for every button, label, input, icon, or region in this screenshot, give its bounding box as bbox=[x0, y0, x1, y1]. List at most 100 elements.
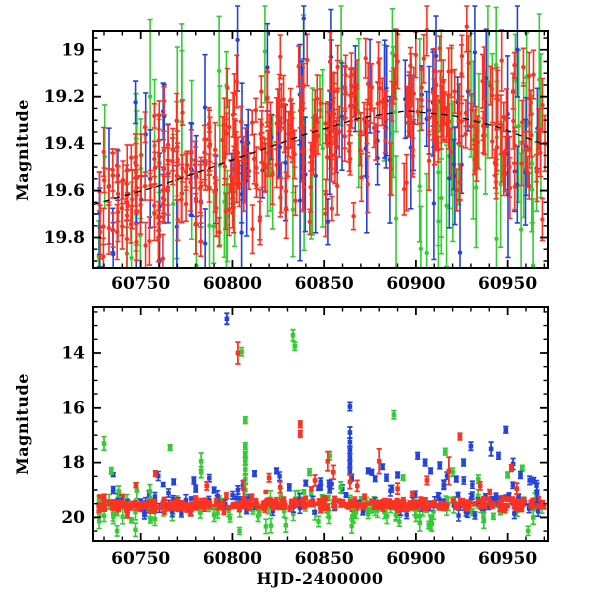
flare-point bbox=[325, 450, 331, 472]
flare-point bbox=[350, 508, 357, 524]
flare-point bbox=[204, 480, 210, 491]
flare-point bbox=[338, 480, 344, 494]
flare-point bbox=[297, 429, 303, 439]
flare-point bbox=[330, 464, 336, 480]
flare-point bbox=[442, 447, 448, 456]
flare-point bbox=[211, 486, 217, 494]
y-tick-label: 20 bbox=[61, 508, 85, 528]
flare-point bbox=[527, 475, 533, 486]
flare-point bbox=[517, 470, 524, 480]
flare-point bbox=[347, 437, 353, 448]
flare-point bbox=[211, 506, 217, 523]
flare-point bbox=[286, 483, 292, 492]
flare-point bbox=[505, 471, 511, 479]
flare-point bbox=[290, 328, 296, 342]
trend-line bbox=[92, 110, 549, 206]
minor-ticks bbox=[93, 31, 548, 268]
flare-point bbox=[255, 509, 261, 523]
minor-ticks bbox=[93, 307, 548, 541]
y-tick-label: 19 bbox=[61, 40, 85, 60]
flare-point bbox=[242, 450, 248, 459]
flare-point bbox=[347, 401, 353, 412]
flare-point bbox=[376, 448, 382, 475]
flare-point bbox=[292, 341, 298, 352]
flare-point bbox=[266, 472, 272, 483]
y-tick-label: 19.8 bbox=[44, 228, 85, 248]
flare-point bbox=[108, 466, 114, 475]
flare-point bbox=[193, 484, 199, 493]
flare-point bbox=[514, 482, 520, 495]
outliers-green bbox=[101, 328, 536, 530]
x-tick-label: 60800 bbox=[203, 274, 262, 294]
x-tick-label: 60950 bbox=[478, 274, 537, 294]
x-tick-label: 60900 bbox=[386, 274, 445, 294]
flare-point bbox=[354, 479, 360, 493]
flare-point bbox=[347, 426, 353, 439]
flare-point bbox=[477, 480, 483, 491]
flare-point bbox=[306, 468, 313, 477]
flare-point bbox=[242, 457, 248, 466]
flare-point bbox=[235, 341, 241, 365]
flare-point bbox=[391, 409, 397, 420]
x-tick-label: 60750 bbox=[111, 549, 170, 569]
flare-point bbox=[297, 420, 303, 429]
flare-point bbox=[242, 442, 248, 451]
plot-layers: 19 19.2 19.4 19.6 19.8 60750 60800 60850 60900 60… bbox=[44, 5, 549, 569]
flare-point bbox=[116, 485, 122, 498]
panel-full: 14 16 18 20 60750 60800 60850 60900 60950 bbox=[61, 306, 549, 569]
flare-point bbox=[495, 451, 502, 460]
flare-point bbox=[317, 483, 324, 491]
flare-point bbox=[422, 458, 428, 467]
panel-zoomed: 19 19.2 19.4 19.6 19.8 60750 60800 60850 60900 60… bbox=[44, 5, 549, 294]
y-tick-label: 19.2 bbox=[44, 87, 85, 107]
flare-point bbox=[242, 464, 248, 475]
flare-point bbox=[400, 474, 406, 482]
flare-point bbox=[347, 474, 353, 490]
x-tick-label: 60750 bbox=[111, 274, 170, 294]
flare-point bbox=[519, 464, 525, 472]
major-ticks bbox=[93, 31, 548, 268]
flare-point bbox=[347, 446, 353, 455]
flare-point bbox=[347, 459, 353, 469]
flare-point bbox=[461, 458, 467, 467]
top-panel-ylabel: Magnitude bbox=[13, 99, 32, 201]
flare-point bbox=[468, 441, 474, 452]
y-tick-label: 16 bbox=[61, 398, 85, 418]
flare-point bbox=[395, 482, 401, 495]
outliers-red bbox=[152, 341, 520, 498]
flare-point bbox=[415, 451, 421, 460]
flare-point bbox=[171, 478, 177, 486]
panel-frame bbox=[92, 306, 549, 542]
flare-point bbox=[369, 468, 375, 476]
series-red bbox=[97, 5, 548, 269]
flare-point bbox=[110, 485, 116, 495]
flare-point bbox=[424, 475, 430, 486]
flare-point bbox=[167, 443, 173, 452]
flare-point bbox=[191, 476, 197, 485]
panel-frame bbox=[92, 30, 549, 269]
flare-point bbox=[437, 461, 443, 470]
flare-point bbox=[240, 479, 246, 498]
flare-point bbox=[224, 312, 230, 326]
flare-point bbox=[428, 467, 434, 475]
flare-point bbox=[446, 456, 452, 486]
x-tick-label: 60850 bbox=[295, 274, 354, 294]
outliers-blue bbox=[110, 312, 540, 520]
flare-point bbox=[457, 432, 463, 441]
y-tick-label: 18 bbox=[61, 453, 85, 473]
x-tick-label: 60800 bbox=[203, 549, 262, 569]
flare-point bbox=[198, 465, 204, 479]
y-tick-label: 14 bbox=[61, 344, 85, 364]
major-ticks bbox=[93, 307, 548, 541]
x-axis-label: HJD-2400000 bbox=[257, 569, 384, 588]
flare-point bbox=[481, 511, 487, 530]
flare-point bbox=[235, 485, 241, 495]
flare-point bbox=[347, 453, 353, 462]
flare-point bbox=[303, 479, 309, 487]
flare-point bbox=[147, 483, 153, 500]
x-tick-label: 60900 bbox=[386, 549, 445, 569]
y-tick-label: 19.4 bbox=[44, 134, 86, 154]
flare-point bbox=[239, 346, 245, 357]
